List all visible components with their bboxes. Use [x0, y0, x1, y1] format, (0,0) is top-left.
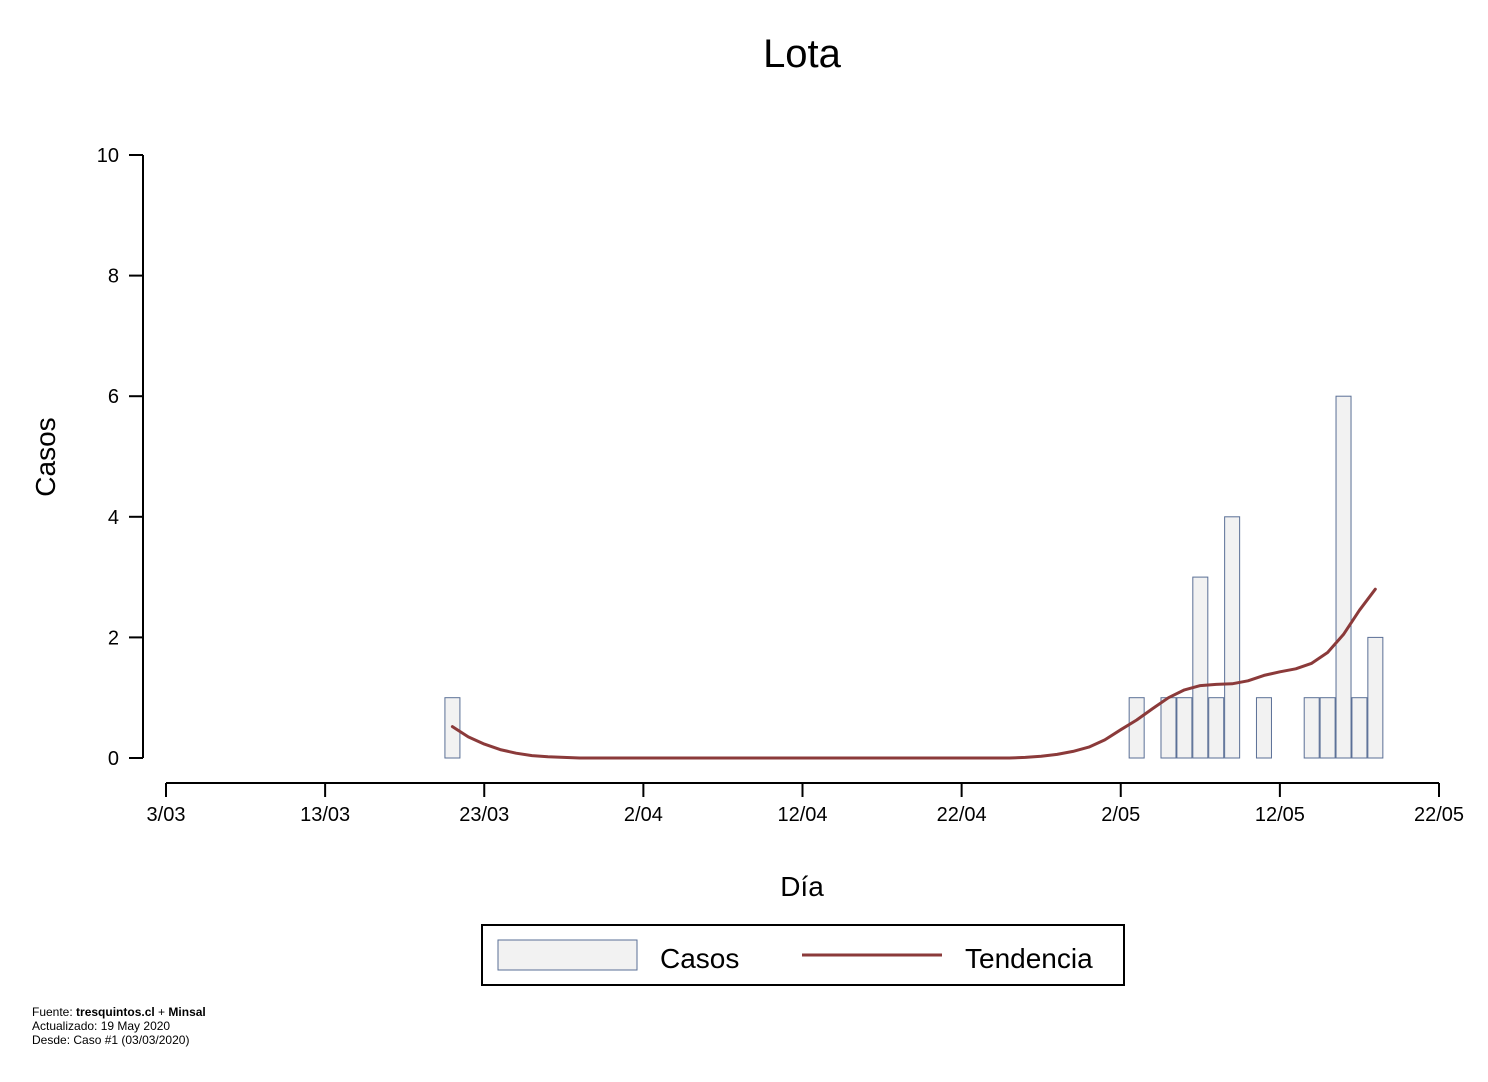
y-axis-ticks: 0 2 4 6 8 10	[97, 145, 143, 770]
bar-casos	[1176, 697, 1193, 759]
x-tick-label: 12/04	[777, 804, 827, 826]
x-tick-label: 23/03	[459, 804, 509, 826]
trend-line-tendencia	[450, 587, 1377, 760]
bar-casos	[1335, 395, 1352, 759]
footer-source-site: tresquintos.cl	[76, 1005, 155, 1019]
x-tick-label: 2/04	[624, 804, 663, 826]
y-tick-label: 0	[108, 748, 119, 770]
bar-casos	[1303, 697, 1320, 759]
legend: Casos Tendencia	[481, 924, 1125, 986]
x-tick-label: 12/05	[1255, 804, 1305, 826]
y-tick-label: 10	[97, 145, 119, 167]
x-tick-label: 3/03	[147, 804, 186, 826]
y-tick-label: 4	[108, 507, 119, 529]
bar-casos	[1128, 697, 1145, 759]
y-tick-label: 6	[108, 386, 119, 408]
footer-source: Fuente: tresquintos.cl + Minsal	[32, 1005, 206, 1019]
y-axis-label: Casos	[30, 417, 61, 496]
bars-casos	[444, 395, 1384, 759]
trend-line-group	[450, 587, 1377, 760]
bar-casos	[1192, 576, 1209, 759]
footer-source-join: +	[154, 1005, 169, 1019]
bar-casos	[1367, 636, 1384, 759]
footer-source-org: Minsal	[168, 1005, 206, 1019]
legend-swatch-casos	[497, 939, 638, 971]
x-tick-label: 13/03	[300, 804, 350, 826]
bar-casos	[1208, 697, 1225, 759]
bar-casos	[1160, 697, 1177, 759]
y-tick-label: 2	[108, 627, 119, 649]
footer-updated: Actualizado: 19 May 2020	[32, 1019, 171, 1033]
legend-label-casos: Casos	[660, 943, 739, 974]
y-axis: 0 2 4 6 8 10	[97, 145, 144, 770]
footer-source-prefix: Fuente:	[32, 1005, 77, 1019]
chart-title: Lota	[763, 32, 842, 76]
legend-label-tendencia: Tendencia	[965, 943, 1093, 974]
x-axis: 3/03 13/03 23/03 2/04 12/04 22/04 2/05 12/05 22/…	[147, 782, 1464, 826]
y-tick-label: 8	[108, 266, 119, 288]
footer-since: Desde: Caso #1 (03/03/2020)	[32, 1033, 190, 1047]
x-tick-label: 2/05	[1101, 804, 1140, 826]
bar-casos	[1351, 697, 1368, 759]
bar-casos	[1224, 516, 1241, 759]
x-axis-label: Día	[780, 871, 824, 902]
footer-notes: Fuente: tresquintos.cl + Minsal Actualiz…	[32, 1005, 206, 1047]
bar-casos	[1255, 697, 1272, 759]
x-axis-ticks: 3/03 13/03 23/03 2/04 12/04 22/04 2/05 12/05 22/…	[147, 783, 1464, 826]
x-tick-label: 22/05	[1414, 804, 1464, 826]
x-tick-label: 22/04	[937, 804, 987, 826]
bar-casos	[1319, 697, 1336, 759]
